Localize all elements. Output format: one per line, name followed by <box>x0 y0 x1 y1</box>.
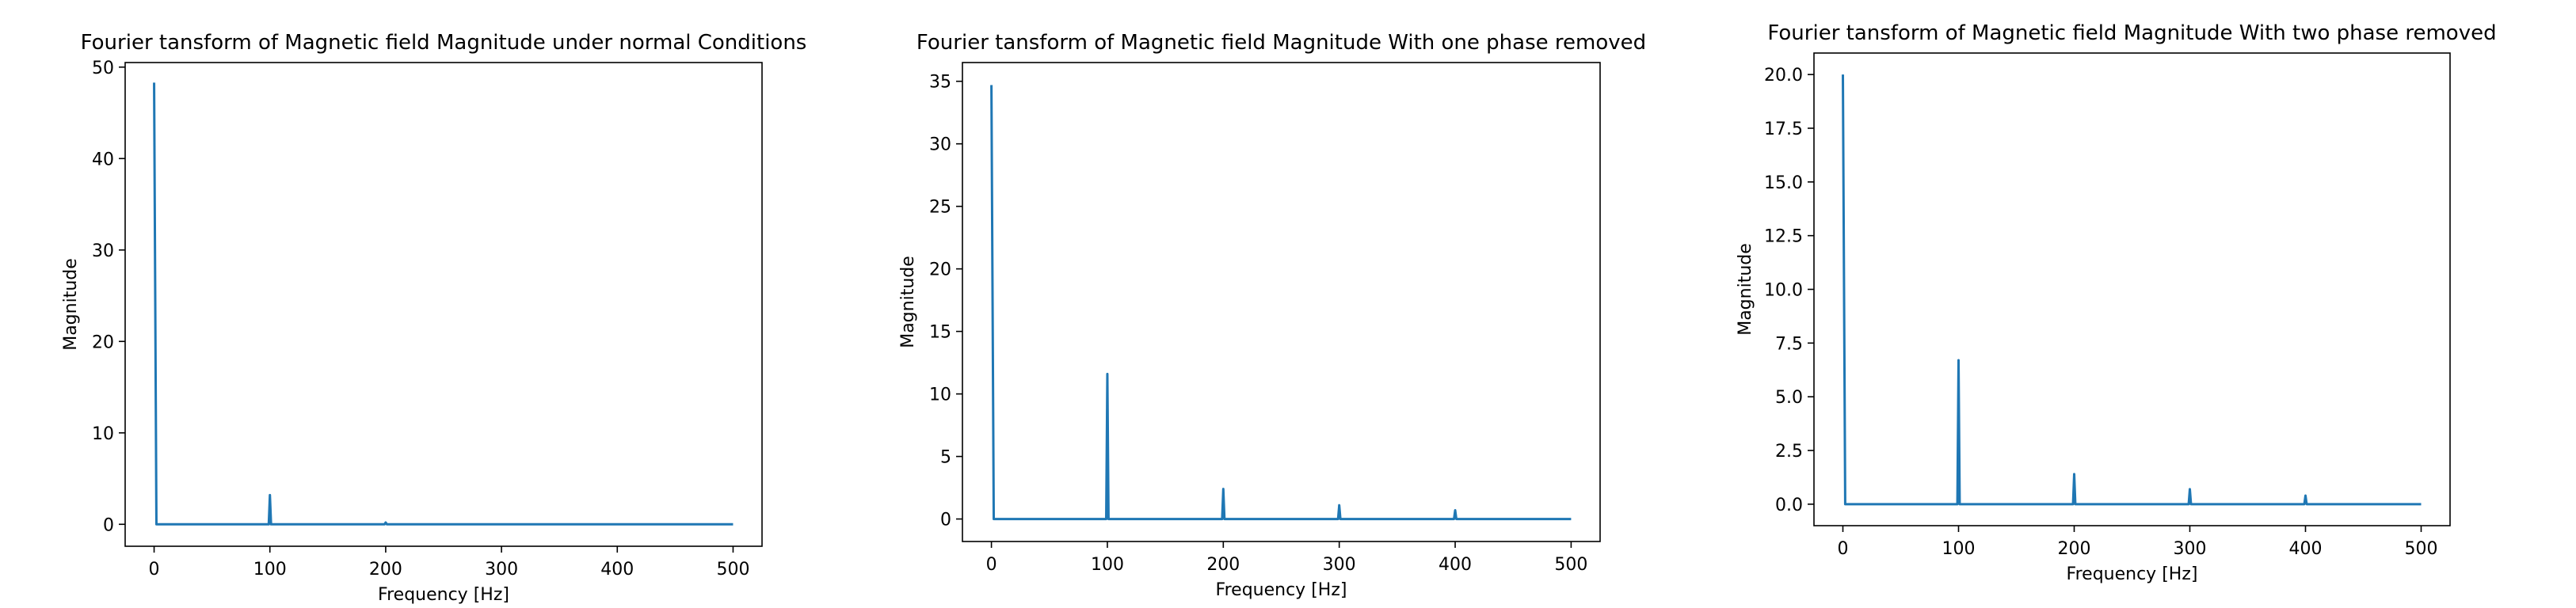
x-tick-label: 300 <box>1323 555 1356 575</box>
y-tick-label: 17.5 <box>1764 120 1803 139</box>
chart-title: Fourier tansform of Magnetic field Magni… <box>1767 21 2496 45</box>
y-tick-label: 30 <box>92 241 114 261</box>
y-tick-label: 0 <box>103 515 114 535</box>
x-tick-label: 0 <box>986 555 997 575</box>
y-tick-label: 30 <box>929 135 951 155</box>
axes-frame <box>1813 52 2451 526</box>
x-tick-label: 200 <box>1206 555 1240 575</box>
y-tick-label: 10 <box>92 424 114 444</box>
y-tick-label: 0.0 <box>1775 496 1803 515</box>
y-tick-label: 5 <box>940 448 951 468</box>
chart-title: Fourier tansform of Magnetic field Magni… <box>81 31 807 55</box>
x-axis-label: Frequency [Hz] <box>378 585 509 605</box>
y-tick-label: 7.5 <box>1775 334 1803 354</box>
series-line-1 <box>990 85 1572 521</box>
x-tick-label: 100 <box>253 560 287 580</box>
axes-frame <box>124 62 763 547</box>
chart-3: Fourier tansform of Magnetic field Magni… <box>1736 21 2497 584</box>
x-tick-label: 400 <box>2289 539 2323 559</box>
chart-2: Fourier tansform of Magnetic field Magni… <box>898 31 1646 600</box>
y-tick-label: 20 <box>929 260 951 280</box>
y-tick-label: 20 <box>92 332 114 352</box>
y-axis-label: Magnitude <box>61 258 81 351</box>
y-tick-label: 10 <box>929 386 951 405</box>
x-tick-label: 400 <box>1439 555 1472 575</box>
x-tick-label: 200 <box>2058 539 2091 559</box>
y-tick-label: 0 <box>940 511 951 530</box>
y-tick-label: 35 <box>929 73 951 93</box>
x-tick-label: 0 <box>1838 539 1849 559</box>
x-axis-label: Frequency [Hz] <box>1216 580 1347 600</box>
x-tick-label: 300 <box>2174 539 2207 559</box>
chart-1: Fourier tansform of Magnetic field Magni… <box>61 31 806 605</box>
y-tick-label: 25 <box>929 198 951 218</box>
y-tick-label: 5.0 <box>1775 388 1803 408</box>
x-tick-label: 300 <box>485 560 518 580</box>
x-tick-label: 500 <box>716 560 749 580</box>
x-tick-label: 100 <box>1942 539 1976 559</box>
x-tick-label: 200 <box>369 560 402 580</box>
y-tick-label: 50 <box>92 59 114 78</box>
x-tick-label: 400 <box>600 560 634 580</box>
y-tick-label: 12.5 <box>1764 227 1803 247</box>
y-tick-label: 15.0 <box>1764 173 1803 193</box>
x-tick-label: 500 <box>1554 555 1587 575</box>
y-tick-label: 40 <box>92 150 114 169</box>
y-tick-label: 2.5 <box>1775 442 1803 462</box>
x-axis-label: Frequency [Hz] <box>2067 564 2198 584</box>
chart-title: Fourier tansform of Magnetic field Magni… <box>916 31 1646 55</box>
y-axis-label: Magnitude <box>1736 243 1755 336</box>
series-line-1 <box>153 82 734 526</box>
x-tick-label: 500 <box>2405 539 2438 559</box>
series-line-1 <box>1842 74 2422 506</box>
y-tick-label: 15 <box>929 323 951 343</box>
axes-frame <box>962 62 1601 542</box>
y-axis-label: Magnitude <box>898 256 918 348</box>
y-tick-label: 20.0 <box>1764 66 1803 86</box>
y-tick-label: 10.0 <box>1764 281 1803 301</box>
x-tick-label: 0 <box>149 560 160 580</box>
x-tick-label: 100 <box>1091 555 1124 575</box>
